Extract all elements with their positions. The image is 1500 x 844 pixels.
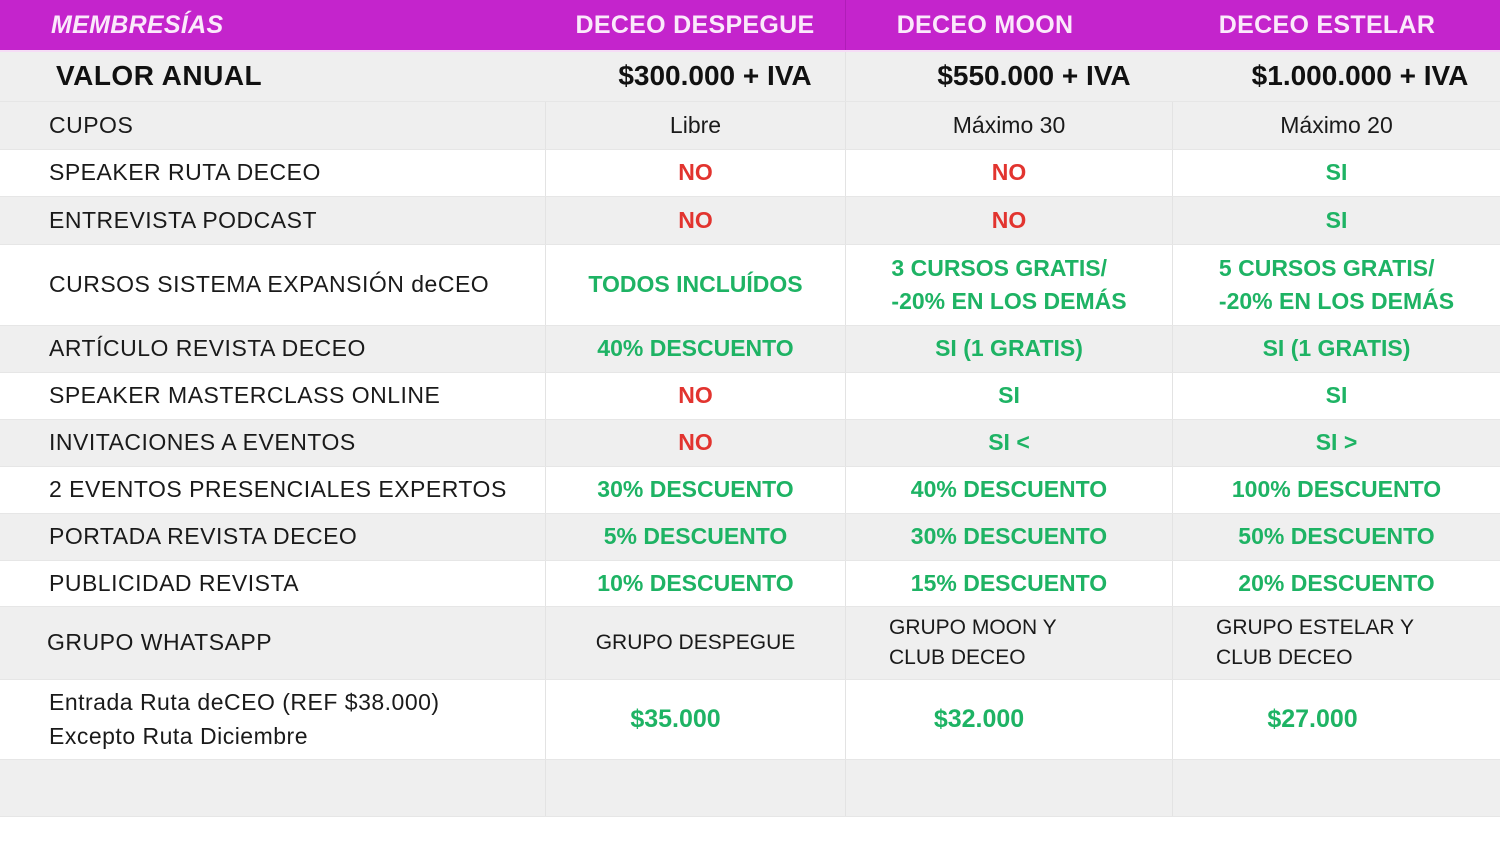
cell-despegue: NO bbox=[545, 420, 845, 466]
row-label: SPEAKER RUTA DECEO bbox=[49, 159, 321, 186]
cell-despegue bbox=[545, 760, 845, 816]
annual-price-row: VALOR ANUAL $300.000 + IVA $550.000 + IV… bbox=[0, 50, 1500, 102]
table-row: ENTREVISTA PODCAST NO NO SI bbox=[0, 197, 1500, 245]
cell-moon: SI (1 GRATIS) bbox=[845, 326, 1172, 372]
cell-moon: Máximo 30 bbox=[845, 102, 1172, 149]
cell-estelar: 100% DESCUENTO bbox=[1172, 467, 1500, 513]
cell-estelar: SI bbox=[1172, 197, 1500, 244]
cell-estelar: 5 CURSOS GRATIS/ -20% EN LOS DEMÁS bbox=[1172, 245, 1500, 325]
cell-despegue: $35.000 bbox=[545, 680, 845, 759]
cell-despegue: NO bbox=[545, 150, 845, 196]
annual-price-despegue: $300.000 + IVA bbox=[618, 60, 812, 92]
annual-price-label: VALOR ANUAL bbox=[56, 60, 263, 92]
table-row: CUPOS Libre Máximo 30 Máximo 20 bbox=[0, 102, 1500, 150]
cell-despegue: GRUPO DESPEGUE bbox=[545, 607, 845, 679]
table-row: Entrada Ruta deCEO (REF $38.000) Excepto… bbox=[0, 680, 1500, 760]
cell-despegue: NO bbox=[545, 373, 845, 419]
cell-despegue: 10% DESCUENTO bbox=[545, 561, 845, 606]
cell-moon: NO bbox=[845, 197, 1172, 244]
plan-despegue-header: DECEO DESPEGUE bbox=[575, 10, 815, 39]
table-row: INVITACIONES A EVENTOS NO SI < SI > bbox=[0, 420, 1500, 467]
cell-moon: SI < bbox=[845, 420, 1172, 466]
table-row bbox=[0, 760, 1500, 817]
cell-despegue: 5% DESCUENTO bbox=[545, 514, 845, 560]
plan-estelar-header: DECEO ESTELAR bbox=[1218, 10, 1436, 39]
cell-moon: $32.000 bbox=[845, 680, 1172, 759]
cell-moon: GRUPO MOON Y CLUB DECEO bbox=[845, 607, 1172, 679]
table-row: CURSOS SISTEMA EXPANSIÓN deCEO TODOS INCL… bbox=[0, 245, 1500, 326]
cell-despegue: 30% DESCUENTO bbox=[545, 467, 845, 513]
row-label: ARTÍCULO REVISTA DECEO bbox=[49, 335, 366, 362]
cell-moon: NO bbox=[845, 150, 1172, 196]
cell-moon: 15% DESCUENTO bbox=[845, 561, 1172, 606]
cell-estelar: Máximo 20 bbox=[1172, 102, 1500, 149]
row-label: Entrada Ruta deCEO (REF $38.000) Excepto… bbox=[49, 689, 440, 749]
cell-estelar: SI bbox=[1172, 373, 1500, 419]
row-label: PORTADA REVISTA DECEO bbox=[49, 523, 358, 550]
table-row: SPEAKER RUTA DECEO NO NO SI bbox=[0, 150, 1500, 197]
row-label: PUBLICIDAD REVISTA bbox=[49, 569, 300, 596]
cell-estelar: $27.000 bbox=[1172, 680, 1500, 759]
row-label: CURSOS SISTEMA EXPANSIÓN deCEO bbox=[49, 271, 490, 298]
row-label: SPEAKER MASTERCLASS ONLINE bbox=[49, 382, 441, 409]
cell-estelar: 50% DESCUENTO bbox=[1172, 514, 1500, 560]
plan-moon-header: DECEO MOON bbox=[896, 10, 1074, 39]
annual-price-estelar: $1.000.000 + IVA bbox=[1251, 60, 1469, 92]
row-label: 2 EVENTOS PRESENCIALES EXPERTOS bbox=[49, 476, 507, 503]
row-label: GRUPO WHATSAPP bbox=[47, 629, 273, 656]
cell-moon: SI bbox=[845, 373, 1172, 419]
table-row: GRUPO WHATSAPP GRUPO DESPEGUE GRUPO MOON Y… bbox=[0, 607, 1500, 680]
cell-despegue: Libre bbox=[545, 102, 845, 149]
header-title: MEMBRESÍAS bbox=[51, 10, 224, 39]
cell-despegue: NO bbox=[545, 197, 845, 244]
cell-estelar: SI (1 GRATIS) bbox=[1172, 326, 1500, 372]
cell-estelar: GRUPO ESTELAR Y CLUB DECEO bbox=[1172, 607, 1500, 679]
cell-despegue: TODOS INCLUÍDOS bbox=[545, 245, 845, 325]
cell-estelar: SI > bbox=[1172, 420, 1500, 466]
header-divider bbox=[845, 0, 846, 50]
cell-moon: 3 CURSOS GRATIS/ -20% EN LOS DEMÁS bbox=[845, 245, 1172, 325]
cell-moon bbox=[845, 760, 1172, 816]
cell-estelar bbox=[1172, 760, 1500, 816]
cell-despegue: 40% DESCUENTO bbox=[545, 326, 845, 372]
row-label: INVITACIONES A EVENTOS bbox=[49, 429, 356, 456]
annual-price-moon: $550.000 + IVA bbox=[845, 52, 1172, 101]
table-row: 2 EVENTOS PRESENCIALES EXPERTOS 30% DESCU… bbox=[0, 467, 1500, 514]
table-row: ARTÍCULO REVISTA DECEO 40% DESCUENTO SI (1… bbox=[0, 326, 1500, 373]
row-label bbox=[0, 760, 545, 816]
cell-estelar: SI bbox=[1172, 150, 1500, 196]
cell-estelar: 20% DESCUENTO bbox=[1172, 561, 1500, 606]
row-label: CUPOS bbox=[49, 111, 134, 138]
table-row: PUBLICIDAD REVISTA 10% DESCUENTO 15% DESCU… bbox=[0, 561, 1500, 607]
table-header: MEMBRESÍAS DECEO DESPEGUE DECEO MOON DEC… bbox=[0, 0, 1500, 50]
row-label: ENTREVISTA PODCAST bbox=[49, 206, 318, 233]
cell-moon: 40% DESCUENTO bbox=[845, 467, 1172, 513]
table-row: SPEAKER MASTERCLASS ONLINE NO SI SI bbox=[0, 373, 1500, 420]
cell-moon: 30% DESCUENTO bbox=[845, 514, 1172, 560]
table-row: PORTADA REVISTA DECEO 5% DESCUENTO 30% DES… bbox=[0, 514, 1500, 561]
